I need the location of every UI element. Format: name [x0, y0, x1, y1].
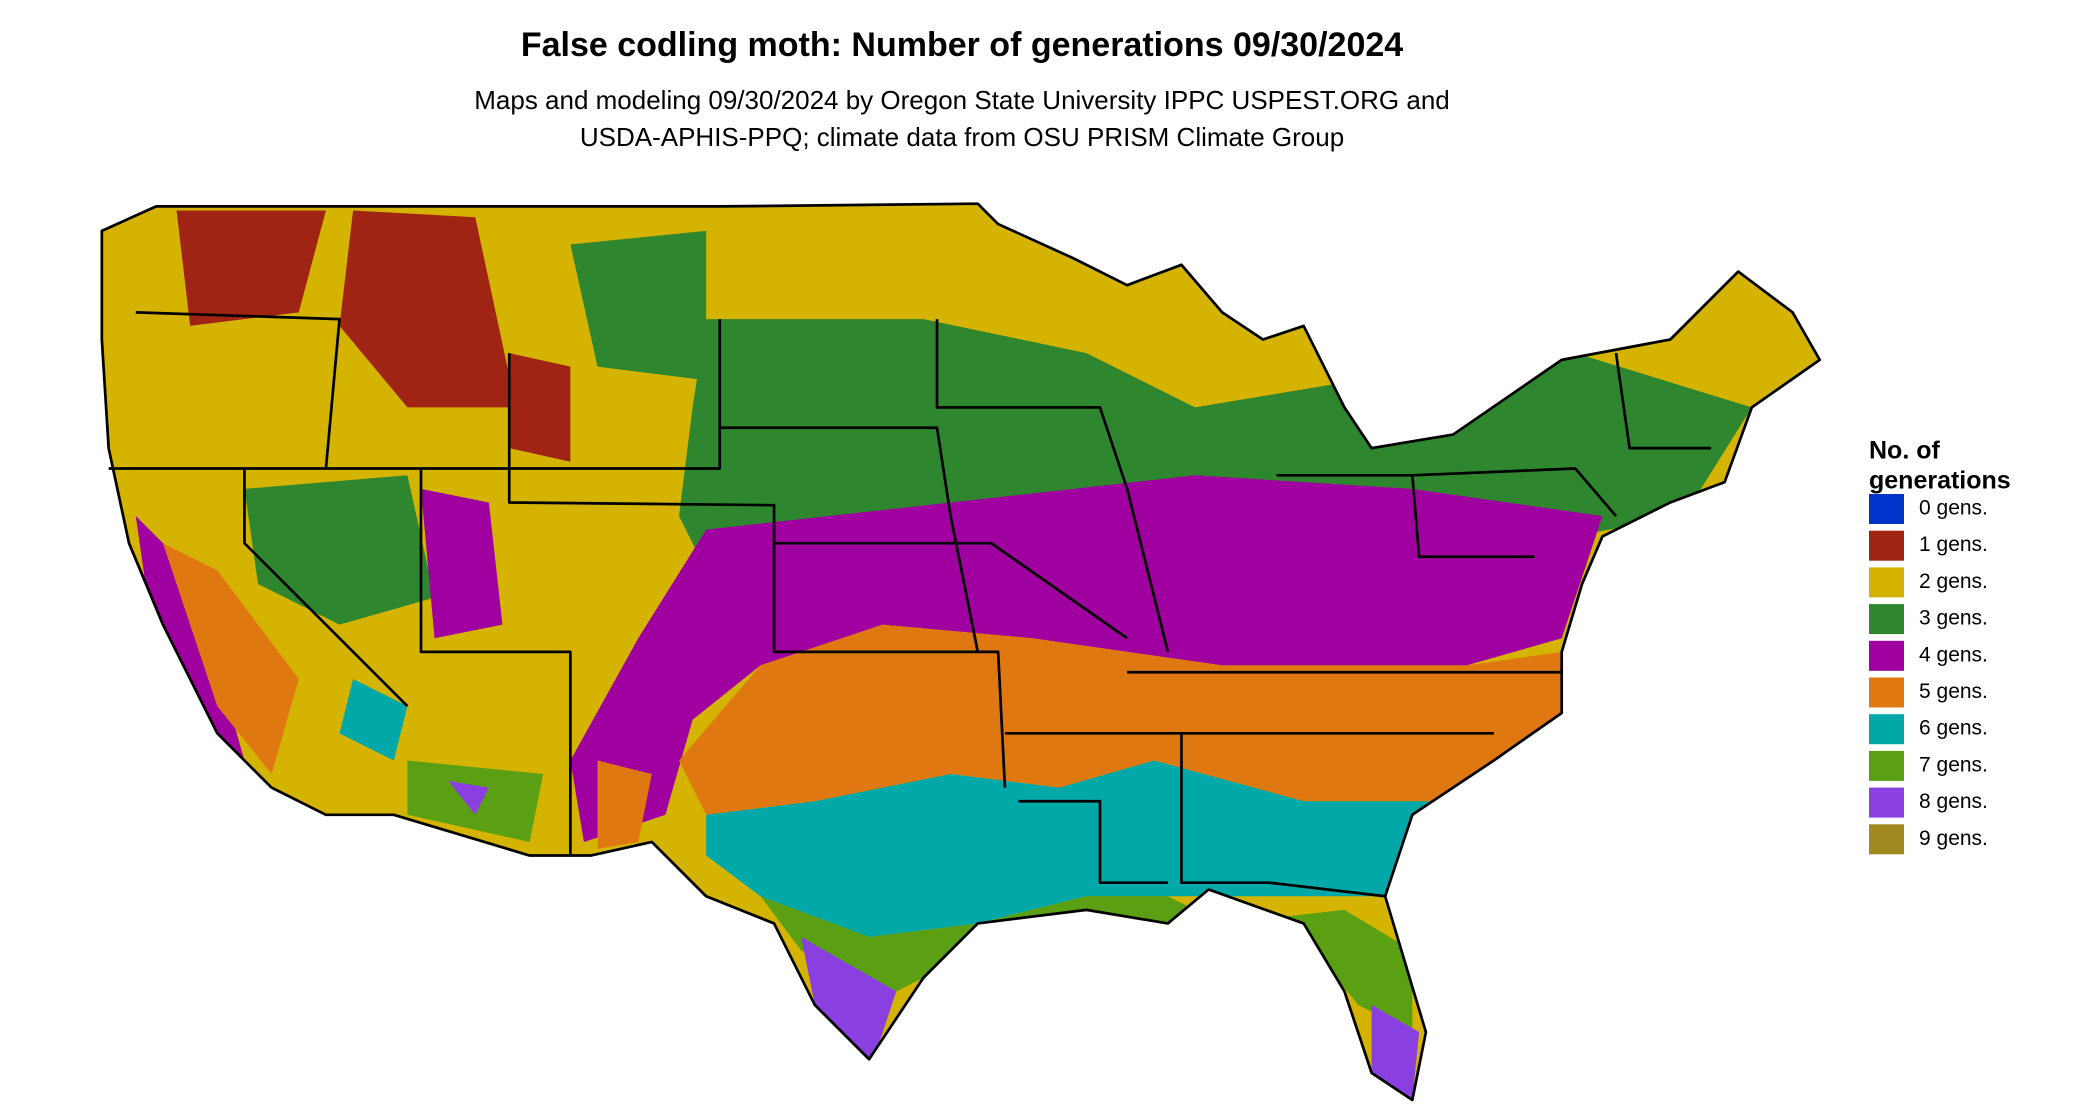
zone — [706, 760, 1440, 938]
zone — [420, 488, 503, 639]
state-border — [507, 353, 1007, 788]
state-border — [135, 310, 341, 469]
zone — [244, 475, 435, 625]
legend-swatch — [1869, 604, 1904, 635]
legend-swatch — [1869, 824, 1904, 855]
legend-swatch — [1869, 750, 1904, 781]
zone — [339, 679, 408, 761]
zone — [1371, 1004, 1420, 1100]
state-border — [774, 541, 1128, 640]
state-border — [935, 319, 1170, 653]
zone — [570, 230, 707, 381]
legend-swatch — [1869, 640, 1904, 671]
legend-swatch — [1869, 567, 1904, 598]
legend-label: 6 gens. — [1919, 717, 1988, 740]
country-outline — [100, 202, 1822, 1102]
map-subtitle: USDA-APHIS-PPQ; climate data from OSU PR… — [580, 122, 1344, 152]
legend: 0 gens. 1 gens. 2 gens. 3 gens. 4 gens. 5 gen… — [1869, 494, 1988, 855]
zone — [162, 543, 299, 775]
state-border — [1276, 473, 1535, 559]
legend-label: 8 gens. — [1919, 790, 1988, 813]
zone — [339, 210, 517, 408]
state-border — [1412, 467, 1618, 517]
legend-label: 0 gens. — [1919, 497, 1988, 520]
zone — [509, 353, 571, 462]
zone — [176, 210, 326, 326]
state-border — [108, 319, 722, 470]
zone — [597, 760, 652, 849]
legend-swatch — [1869, 494, 1904, 524]
legend-title: generations — [1869, 467, 2011, 495]
zone — [448, 780, 489, 815]
map-title: False codling moth: Number of generation… — [521, 26, 1403, 64]
state-border — [1018, 799, 1168, 885]
legend-label: 7 gens. — [1919, 753, 1988, 776]
legend-label: 9 gens. — [1919, 827, 1988, 850]
legend-title: No. of — [1869, 437, 1940, 465]
state-border — [719, 426, 980, 653]
state-border — [419, 468, 572, 856]
state-border — [243, 468, 409, 708]
zone — [570, 475, 1603, 842]
state-borders — [100, 202, 1822, 1102]
legend-label: 2 gens. — [1919, 570, 1988, 593]
legend-swatch — [1869, 714, 1904, 745]
zone — [801, 937, 897, 1073]
legend-swatch — [1869, 677, 1904, 708]
map — [100, 202, 1822, 1102]
map-subtitle: Maps and modeling 09/30/2024 by Oregon S… — [474, 85, 1450, 115]
legend-label: 3 gens. — [1919, 607, 1988, 630]
state-border — [1614, 352, 1712, 450]
state-border — [1180, 733, 1386, 898]
legend-label: 4 gens. — [1919, 643, 1988, 666]
legend-swatch — [1869, 530, 1904, 561]
legend-label: 5 gens. — [1919, 680, 1988, 703]
legend-swatch — [1869, 787, 1904, 818]
legend-label: 1 gens. — [1919, 533, 1988, 556]
